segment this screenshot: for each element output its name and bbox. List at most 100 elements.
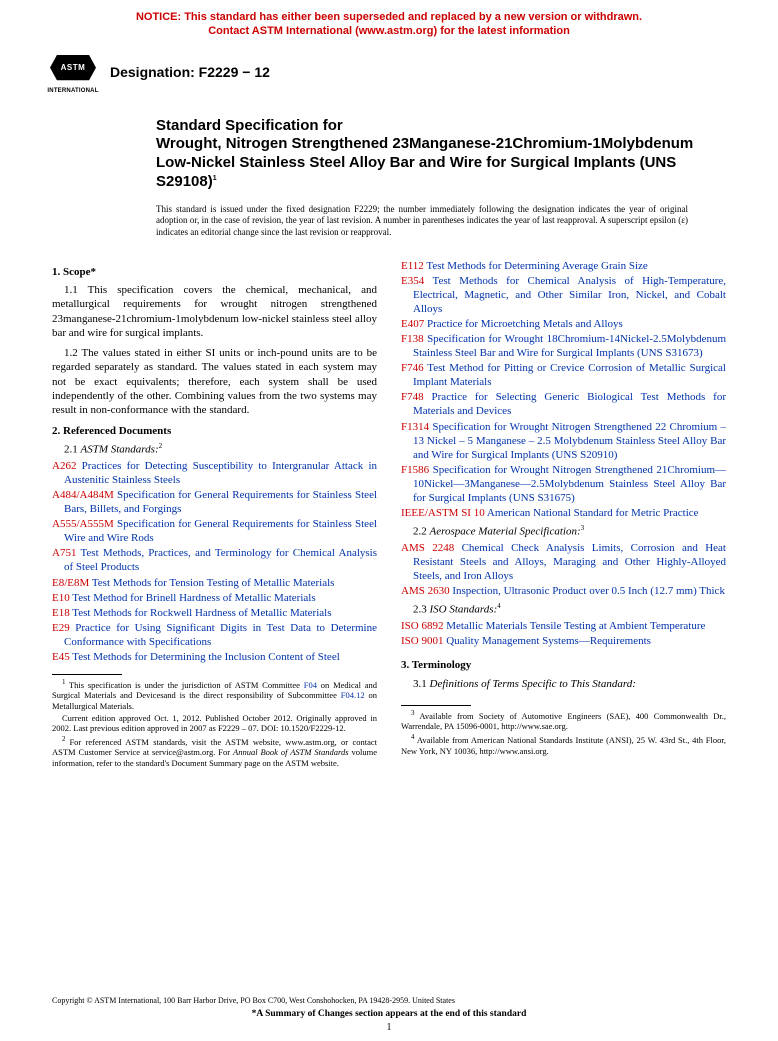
sub2-sup: 3 xyxy=(581,524,585,532)
reference-code[interactable]: IEEE/ASTM SI 10 xyxy=(401,507,485,519)
notice-banner: NOTICE: This standard has either been su… xyxy=(0,0,778,43)
reference-description[interactable]: Practices for Detecting Susceptibility t… xyxy=(64,460,377,486)
footnote-3: 3 Available from Society of Automotive E… xyxy=(401,709,726,732)
reference-description[interactable]: Practice for Microetching Metals and All… xyxy=(427,318,623,330)
scope-p1: 1.1 This specification covers the chemic… xyxy=(52,283,377,340)
reference-code[interactable]: E10 xyxy=(52,592,70,604)
astm-standards-subhead: 2.1 ASTM Standards:2 xyxy=(52,442,377,457)
sub3-lead: 2.3 xyxy=(413,604,430,616)
right-column: E112 Test Methods for Determining Averag… xyxy=(401,259,726,770)
reference-item: AMS 2248 Chemical Check Analysis Limits,… xyxy=(401,541,726,583)
reference-code[interactable]: E112 xyxy=(401,260,424,272)
reference-description[interactable]: Chemical Check Analysis Limits, Corrosio… xyxy=(413,542,726,582)
reference-description[interactable]: American National Standard for Metric Pr… xyxy=(487,507,699,519)
reference-item: E29 Practice for Using Significant Digit… xyxy=(52,621,377,649)
reference-code[interactable]: A262 xyxy=(52,460,76,472)
reference-item: E18 Test Methods for Rockwell Hardness o… xyxy=(52,606,377,620)
sub3-em-term: Definitions of Terms Specific to This St… xyxy=(430,678,636,690)
reference-code[interactable]: F748 xyxy=(401,391,424,403)
aerospace-subhead: 2.2 Aerospace Material Specification:3 xyxy=(401,524,726,539)
reference-description[interactable]: Practice for Selecting Generic Biologica… xyxy=(413,391,726,417)
reference-description[interactable]: Test Method for Brinell Hardness of Meta… xyxy=(72,592,315,604)
reference-item: E8/E8M Test Methods for Tension Testing … xyxy=(52,576,377,590)
reference-item: F138 Specification for Wrought 18Chromiu… xyxy=(401,332,726,360)
notice-line2: Contact ASTM International (www.astm.org… xyxy=(208,25,570,37)
reference-item: E112 Test Methods for Determining Averag… xyxy=(401,259,726,273)
reference-code[interactable]: A751 xyxy=(52,547,76,559)
footnotes-left: 1 This specification is under the jurisd… xyxy=(52,678,377,769)
ams-refs: AMS 2248 Chemical Check Analysis Limits,… xyxy=(401,541,726,598)
summary-note: *A Summary of Changes section appears at… xyxy=(0,1009,778,1019)
footnote-1b: Current edition approved Oct. 1, 2012. P… xyxy=(52,713,377,734)
reference-code[interactable]: E407 xyxy=(401,318,424,330)
reference-description[interactable]: Specification for Wrought 18Chromium-14N… xyxy=(413,333,726,359)
reference-code[interactable]: ISO 6892 xyxy=(401,620,443,632)
reference-code[interactable]: F1314 xyxy=(401,421,429,433)
reference-code[interactable]: A555/A555M xyxy=(52,518,114,530)
reference-code[interactable]: F138 xyxy=(401,333,424,345)
reference-code[interactable]: E354 xyxy=(401,275,424,287)
reference-item: F746 Test Method for Pitting or Crevice … xyxy=(401,361,726,389)
logo-text: ASTM xyxy=(61,63,86,72)
iso-subhead: 2.3 ISO Standards:4 xyxy=(401,602,726,617)
sub1-em: ASTM Standards: xyxy=(81,444,159,456)
reference-code[interactable]: F746 xyxy=(401,362,424,374)
two-column-body: 1. Scope* 1.1 This specification covers … xyxy=(0,239,778,770)
reference-code[interactable]: E45 xyxy=(52,651,70,663)
reference-description[interactable]: Test Method for Pitting or Crevice Corro… xyxy=(413,362,726,388)
reference-description[interactable]: Metallic Materials Tensile Testing at Am… xyxy=(446,620,705,632)
footnote-rule-right xyxy=(401,705,471,706)
reference-description[interactable]: Test Methods for Determining Average Gra… xyxy=(426,260,647,272)
reference-code[interactable]: E8/E8M xyxy=(52,577,89,589)
title-body: Wrought, Nitrogen Strengthened 23Mangane… xyxy=(156,135,693,190)
reference-description[interactable]: Test Methods for Chemical Analysis of Hi… xyxy=(413,275,726,315)
reference-description[interactable]: Test Methods for Tension Testing of Meta… xyxy=(92,577,335,589)
terminology-subhead: 3.1 Definitions of Terms Specific to Thi… xyxy=(401,677,726,691)
reference-item: AMS 2630 Inspection, Ultrasonic Product … xyxy=(401,584,726,598)
scope-p2: 1.2 The values stated in either SI units… xyxy=(52,346,377,417)
refdocs-heading: 2. Referenced Documents xyxy=(52,424,377,438)
title-superscript: 1 xyxy=(213,175,217,182)
sub2-em: Aerospace Material Specification: xyxy=(430,526,581,538)
reference-code[interactable]: AMS 2630 xyxy=(401,585,450,597)
page-number: 1 xyxy=(0,1022,778,1033)
title-lead: Standard Specification for xyxy=(156,117,343,134)
sub1-sup: 2 xyxy=(159,442,163,450)
left-column: 1. Scope* 1.1 This specification covers … xyxy=(52,259,377,770)
astm-refs-right: E112 Test Methods for Determining Averag… xyxy=(401,259,726,520)
reference-item: F748 Practice for Selecting Generic Biol… xyxy=(401,390,726,418)
reference-item: E45 Test Methods for Determining the Inc… xyxy=(52,650,377,664)
iso-refs: ISO 6892 Metallic Materials Tensile Test… xyxy=(401,619,726,648)
footnote-2: 2 For referenced ASTM standards, visit t… xyxy=(52,735,377,769)
reference-item: E407 Practice for Microetching Metals an… xyxy=(401,317,726,331)
header-row: ASTM INTERNATIONAL Designation: F2229 − … xyxy=(0,45,778,99)
reference-item: A555/A555M Specification for General Req… xyxy=(52,517,377,545)
reference-description[interactable]: Test Methods for Determining the Inclusi… xyxy=(72,651,339,663)
reference-code[interactable]: ISO 9001 xyxy=(401,635,443,647)
sub1-lead: 2.1 xyxy=(64,444,81,456)
notice-line1: NOTICE: This standard has either been su… xyxy=(136,11,642,23)
reference-code[interactable]: A484/A484M xyxy=(52,489,114,501)
reference-item: A484/A484M Specification for General Req… xyxy=(52,488,377,516)
reference-description[interactable]: Test Methods for Rockwell Hardness of Me… xyxy=(72,607,331,619)
reference-code[interactable]: E29 xyxy=(52,622,70,634)
reference-description[interactable]: Quality Management Systems—Requirements xyxy=(446,635,651,647)
logo-badge: ASTM xyxy=(50,50,96,86)
reference-description[interactable]: Practice for Using Significant Digits in… xyxy=(64,622,377,648)
reference-code[interactable]: AMS 2248 xyxy=(401,542,454,554)
astm-refs-left: A262 Practices for Detecting Susceptibil… xyxy=(52,459,377,664)
reference-code[interactable]: E18 xyxy=(52,607,70,619)
reference-item: ISO 9001 Quality Management Systems—Requ… xyxy=(401,634,726,648)
reference-description[interactable]: Test Methods, Practices, and Terminology… xyxy=(64,547,377,573)
issue-note: This standard is issued under the fixed … xyxy=(0,196,778,239)
reference-item: E10 Test Method for Brinell Hardness of … xyxy=(52,591,377,605)
reference-item: ISO 6892 Metallic Materials Tensile Test… xyxy=(401,619,726,633)
footnotes-right: 3 Available from Society of Automotive E… xyxy=(401,709,726,756)
reference-description[interactable]: Specification for Wrought Nitrogen Stren… xyxy=(413,421,726,461)
reference-description[interactable]: Specification for Wrought Nitrogen Stren… xyxy=(413,464,726,504)
reference-description[interactable]: Inspection, Ultrasonic Product over 0.5 … xyxy=(452,585,725,597)
reference-item: F1586 Specification for Wrought Nitrogen… xyxy=(401,463,726,505)
reference-item: A751 Test Methods, Practices, and Termin… xyxy=(52,546,377,574)
reference-item: F1314 Specification for Wrought Nitrogen… xyxy=(401,420,726,462)
reference-code[interactable]: F1586 xyxy=(401,464,429,476)
